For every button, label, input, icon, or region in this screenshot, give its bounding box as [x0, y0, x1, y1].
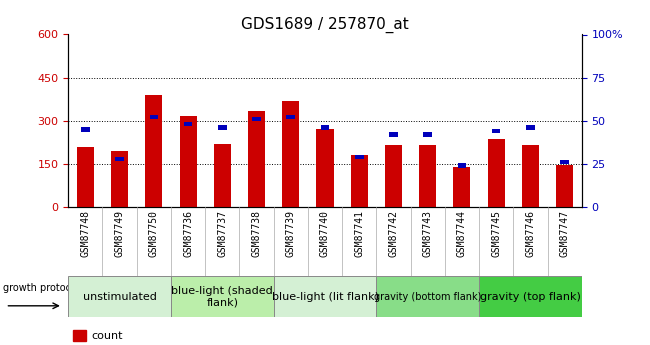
Title: GDS1689 / 257870_at: GDS1689 / 257870_at — [241, 17, 409, 33]
Bar — [389, 132, 398, 137]
Bar — [492, 129, 500, 133]
Bar — [77, 147, 94, 207]
Bar — [351, 155, 368, 207]
Bar — [81, 127, 90, 131]
Text: GSM87745: GSM87745 — [491, 210, 501, 257]
Bar — [248, 111, 265, 207]
Bar — [522, 145, 539, 207]
Bar — [287, 115, 295, 119]
Text: GSM87746: GSM87746 — [525, 210, 536, 257]
Text: gravity (bottom flank): gravity (bottom flank) — [374, 292, 482, 302]
Text: GSM87743: GSM87743 — [422, 210, 433, 257]
Text: unstimulated: unstimulated — [83, 292, 157, 302]
Bar — [385, 145, 402, 207]
Text: GSM87744: GSM87744 — [457, 210, 467, 257]
Text: GSM87750: GSM87750 — [149, 210, 159, 257]
Text: blue-light (shaded
flank): blue-light (shaded flank) — [172, 286, 273, 307]
Bar — [111, 151, 128, 207]
Text: count: count — [92, 331, 123, 341]
Text: GSM87747: GSM87747 — [560, 210, 569, 257]
Bar — [179, 117, 196, 207]
Bar — [560, 160, 569, 164]
Text: GSM87739: GSM87739 — [286, 210, 296, 257]
Text: GSM87737: GSM87737 — [217, 210, 228, 257]
Bar — [458, 164, 466, 168]
Bar — [214, 144, 231, 207]
FancyBboxPatch shape — [68, 276, 171, 317]
Bar — [150, 115, 158, 119]
Bar — [252, 117, 261, 121]
Bar — [419, 145, 436, 207]
Text: growth protocol: growth protocol — [3, 283, 80, 293]
Bar — [556, 165, 573, 207]
Text: GSM87749: GSM87749 — [114, 210, 125, 257]
Bar — [488, 139, 505, 207]
Text: GSM87742: GSM87742 — [389, 210, 398, 257]
Bar — [423, 132, 432, 137]
Bar — [146, 95, 162, 207]
Bar — [184, 122, 192, 126]
FancyBboxPatch shape — [274, 276, 376, 317]
Text: GSM87748: GSM87748 — [81, 210, 90, 257]
Bar — [218, 126, 227, 130]
Text: blue-light (lit flank): blue-light (lit flank) — [272, 292, 378, 302]
Bar — [282, 101, 300, 207]
FancyBboxPatch shape — [376, 276, 479, 317]
Bar — [454, 167, 471, 207]
FancyBboxPatch shape — [171, 276, 274, 317]
Bar — [115, 157, 124, 161]
Text: gravity (top flank): gravity (top flank) — [480, 292, 581, 302]
Bar — [317, 129, 333, 207]
Text: GSM87740: GSM87740 — [320, 210, 330, 257]
Bar — [526, 126, 535, 130]
Bar — [73, 330, 86, 341]
Text: GSM87741: GSM87741 — [354, 210, 364, 257]
FancyBboxPatch shape — [479, 276, 582, 317]
Bar — [355, 155, 363, 159]
Text: GSM87738: GSM87738 — [252, 210, 261, 257]
Text: GSM87736: GSM87736 — [183, 210, 193, 257]
Bar — [320, 126, 330, 130]
